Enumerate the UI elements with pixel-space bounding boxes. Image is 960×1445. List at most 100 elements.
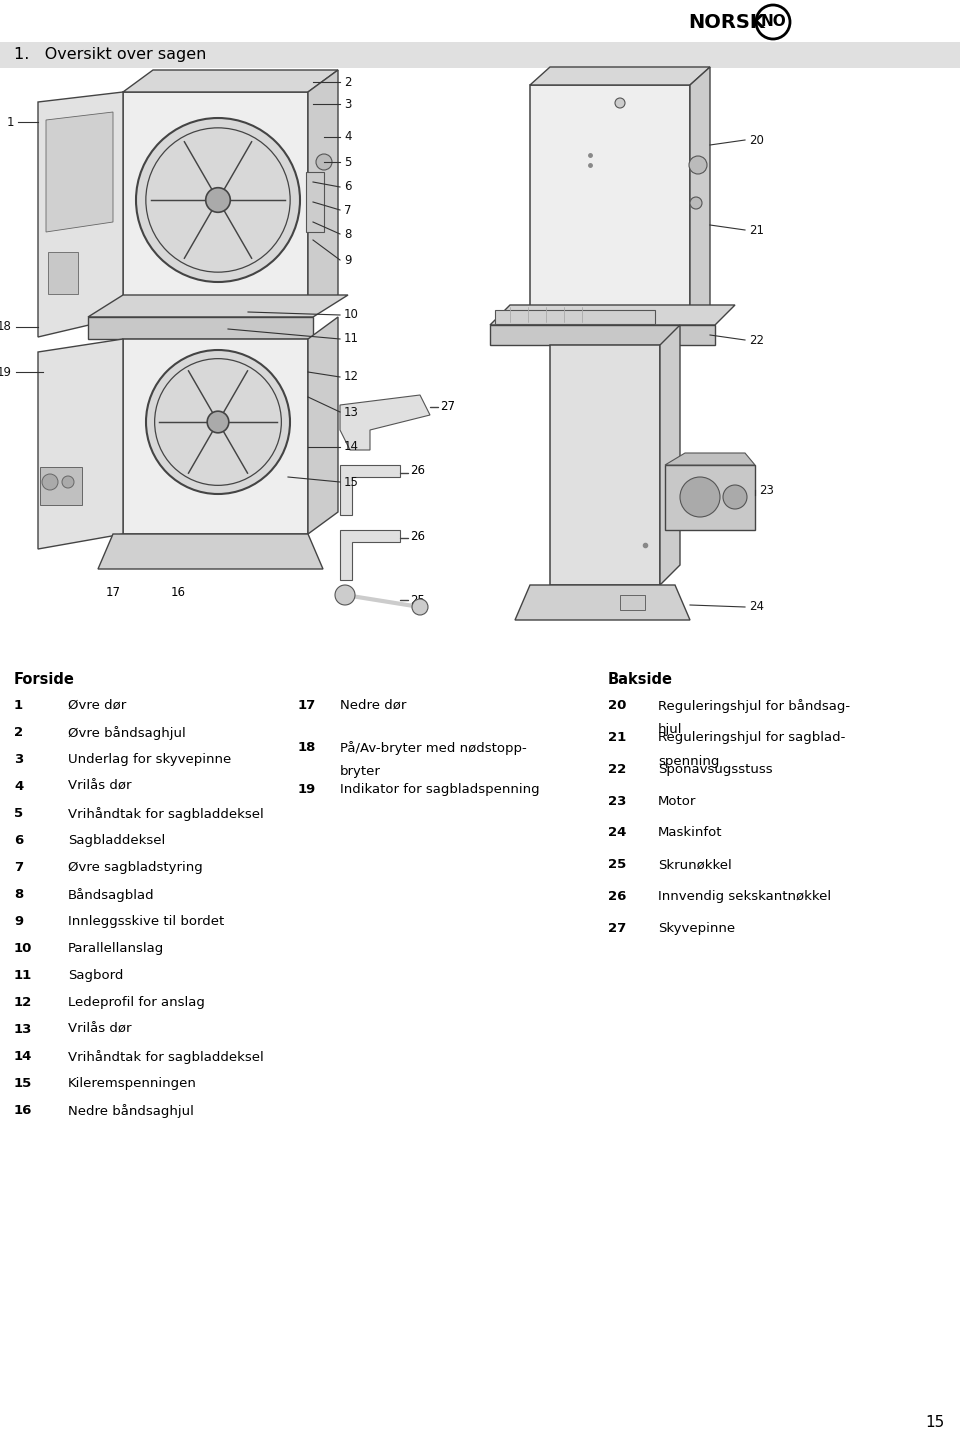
Bar (40, 467, 82, 504)
Circle shape (62, 475, 74, 488)
Text: Vrilås dør: Vrilås dør (68, 780, 132, 793)
Text: bryter: bryter (340, 764, 381, 777)
Polygon shape (98, 535, 323, 569)
Text: 1: 1 (7, 116, 14, 129)
Text: 6: 6 (344, 181, 351, 194)
Text: 24: 24 (749, 601, 764, 614)
Text: Nedre dør: Nedre dør (340, 699, 406, 712)
Text: 15: 15 (14, 1077, 33, 1090)
Text: 15: 15 (344, 475, 359, 488)
Text: NORSK: NORSK (688, 13, 765, 32)
Text: 23: 23 (608, 795, 626, 808)
Text: 16: 16 (171, 587, 185, 600)
Text: 20: 20 (608, 699, 626, 712)
Polygon shape (660, 325, 680, 585)
Text: hjul: hjul (658, 722, 683, 736)
Text: På/Av-bryter med nødstopp-: På/Av-bryter med nødstopp- (340, 741, 527, 754)
Polygon shape (38, 92, 123, 337)
Text: 14: 14 (14, 1051, 33, 1064)
Bar (48, 251, 78, 293)
Text: 12: 12 (344, 370, 359, 383)
Text: Indikator for sagbladspenning: Indikator for sagbladspenning (340, 783, 540, 796)
Polygon shape (490, 305, 735, 325)
Text: 17: 17 (298, 699, 316, 712)
Text: Reguleringshjul for båndsag-: Reguleringshjul for båndsag- (658, 699, 851, 712)
Text: 4: 4 (344, 130, 351, 143)
Text: 15: 15 (925, 1415, 945, 1431)
Text: 9: 9 (344, 253, 351, 266)
Text: Vrihåndtak for sagbladdeksel: Vrihåndtak for sagbladdeksel (68, 1051, 264, 1064)
Text: Øvre dør: Øvre dør (68, 699, 127, 712)
Text: Kileremspenningen: Kileremspenningen (68, 1077, 197, 1090)
Polygon shape (515, 585, 690, 620)
Text: 25: 25 (410, 594, 425, 607)
Text: 7: 7 (14, 861, 23, 874)
Text: 12: 12 (14, 996, 33, 1009)
Polygon shape (340, 465, 400, 514)
Bar (495, 311, 655, 324)
Text: 27: 27 (440, 400, 455, 413)
Circle shape (42, 474, 58, 490)
Circle shape (146, 350, 290, 494)
Polygon shape (665, 452, 755, 465)
Text: 3: 3 (14, 753, 23, 766)
Text: Øvre båndsaghjul: Øvre båndsaghjul (68, 725, 185, 740)
Bar (620, 595, 645, 610)
Circle shape (316, 155, 332, 171)
Text: 16: 16 (14, 1104, 33, 1117)
Text: Reguleringshjul for sagblad-: Reguleringshjul for sagblad- (658, 731, 846, 744)
Text: 19: 19 (0, 366, 12, 379)
Text: Sponavsugsstuss: Sponavsugsstuss (658, 763, 773, 776)
Text: Bakside: Bakside (608, 672, 673, 686)
Text: 22: 22 (749, 334, 764, 347)
Text: Båndsagblad: Båndsagblad (68, 889, 155, 902)
Text: Innvendig sekskantnøkkel: Innvendig sekskantnøkkel (658, 890, 831, 903)
Circle shape (615, 98, 625, 108)
Text: 18: 18 (0, 321, 12, 334)
Text: Sagbladdeksel: Sagbladdeksel (68, 834, 165, 847)
Circle shape (723, 486, 747, 509)
Text: 6: 6 (14, 834, 23, 847)
Text: 10: 10 (14, 942, 33, 955)
Polygon shape (308, 316, 338, 535)
Polygon shape (340, 394, 430, 449)
Text: 17: 17 (106, 587, 121, 600)
Text: Skyvepinne: Skyvepinne (658, 922, 735, 935)
Circle shape (335, 585, 355, 605)
Circle shape (680, 477, 720, 517)
Text: spenning: spenning (658, 754, 719, 767)
Text: Innleggsskive til bordet: Innleggsskive til bordet (68, 915, 225, 928)
Text: 11: 11 (344, 332, 359, 345)
Bar (123, 340, 308, 535)
Text: Skrunøkkel: Skrunøkkel (658, 858, 732, 871)
Polygon shape (340, 530, 400, 579)
Circle shape (412, 600, 428, 616)
Circle shape (689, 156, 707, 173)
Polygon shape (123, 69, 338, 92)
Text: Maskinfot: Maskinfot (658, 827, 723, 840)
Text: 14: 14 (344, 441, 359, 454)
Text: 13: 13 (344, 406, 359, 419)
Text: 1.   Oversikt over sagen: 1. Oversikt over sagen (14, 48, 206, 62)
Bar (306, 172, 324, 233)
Bar (88, 316, 313, 340)
Bar (550, 345, 660, 585)
Text: 26: 26 (410, 529, 425, 542)
Text: Sagbord: Sagbord (68, 970, 124, 983)
Text: 5: 5 (344, 156, 351, 169)
Text: 8: 8 (14, 889, 23, 902)
Text: 25: 25 (608, 858, 626, 871)
Text: 2: 2 (14, 725, 23, 738)
Text: 8: 8 (344, 227, 351, 240)
Text: 9: 9 (14, 915, 23, 928)
Polygon shape (530, 66, 710, 85)
Text: 24: 24 (608, 827, 626, 840)
Text: 27: 27 (608, 922, 626, 935)
Text: Nedre båndsaghjul: Nedre båndsaghjul (68, 1104, 194, 1118)
Text: 21: 21 (608, 731, 626, 744)
Bar (0, 42, 960, 68)
Text: Ledeprofil for anslag: Ledeprofil for anslag (68, 996, 204, 1009)
Text: 26: 26 (410, 464, 425, 477)
Text: Vrihåndtak for sagbladdeksel: Vrihåndtak for sagbladdeksel (68, 806, 264, 821)
Text: Forside: Forside (14, 672, 75, 686)
